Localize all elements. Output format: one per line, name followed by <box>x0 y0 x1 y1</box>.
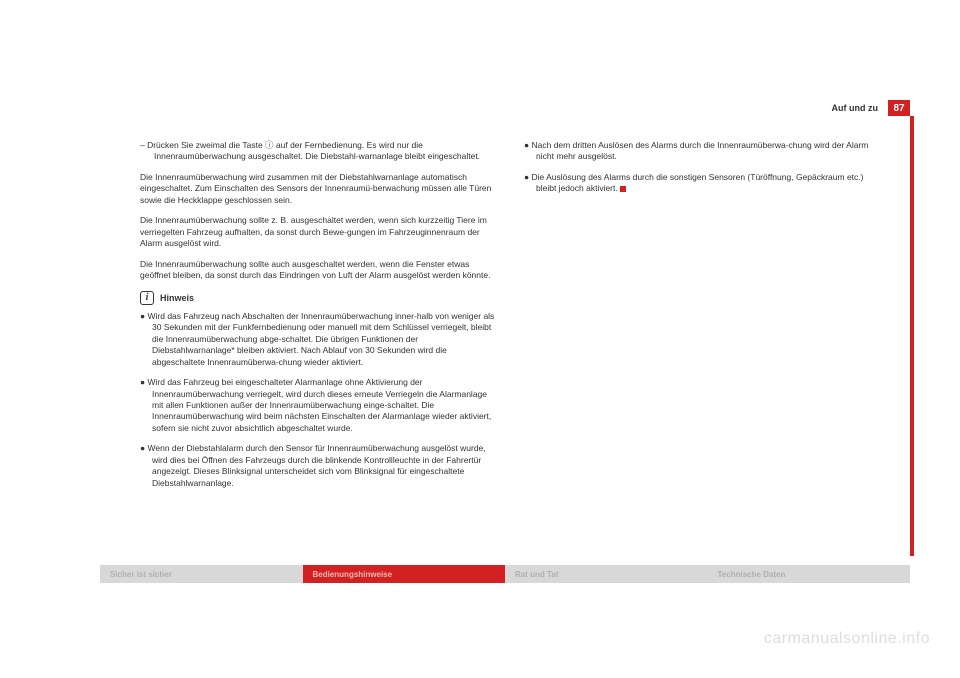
info-icon: i <box>140 291 154 305</box>
bullet-item: ● Wird das Fahrzeug nach Abschalten der … <box>140 311 496 368</box>
page-header: Auf und zu 87 <box>832 100 911 116</box>
end-marker-icon <box>620 186 626 192</box>
manual-page: Auf und zu 87 – Drücken Sie zweimal die … <box>0 0 960 678</box>
content-area: – Drücken Sie zweimal die Taste ⓘ auf de… <box>140 140 880 498</box>
footer-tab-sicher: Sicher ist sicher <box>100 565 303 583</box>
bullet-item: ● Wird das Fahrzeug bei eingeschalteter … <box>140 377 496 434</box>
left-column: – Drücken Sie zweimal die Taste ⓘ auf de… <box>140 140 496 498</box>
bullet-item: ● Die Auslösung des Alarms durch die son… <box>524 172 880 195</box>
bullet-item: ● Wenn der Diebstahlalarm durch den Sens… <box>140 443 496 489</box>
paragraph: Die Innenraumüberwachung sollte z. B. au… <box>140 215 496 249</box>
side-stripe <box>910 116 914 556</box>
bullet-item: ● Nach dem dritten Auslösen des Alarms d… <box>524 140 880 163</box>
page-number: 87 <box>888 100 910 116</box>
footer-tab-technische: Technische Daten <box>708 565 911 583</box>
paragraph: Die Innenraumüberwachung sollte auch aus… <box>140 259 496 282</box>
note-heading: i Hinweis <box>140 291 496 305</box>
footer-tab-bedienung: Bedienungshinweise <box>303 565 506 583</box>
section-title: Auf und zu <box>832 103 879 113</box>
watermark: carmanualsonline.info <box>764 630 930 648</box>
footer-tab-rat: Rat und Tat <box>505 565 708 583</box>
instruction-item: – Drücken Sie zweimal die Taste ⓘ auf de… <box>140 140 496 163</box>
right-column: ● Nach dem dritten Auslösen des Alarms d… <box>524 140 880 498</box>
bullet-text: ● Die Auslösung des Alarms durch die son… <box>524 172 864 193</box>
note-label: Hinweis <box>160 292 194 304</box>
footer-tabs: Sicher ist sicher Bedienungshinweise Rat… <box>100 565 910 583</box>
paragraph: Die Innenraumüberwachung wird zusammen m… <box>140 172 496 206</box>
